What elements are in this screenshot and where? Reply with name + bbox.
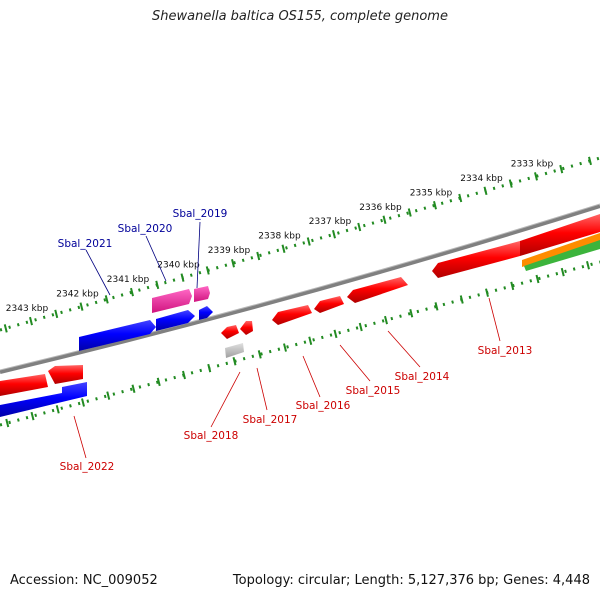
gene-arrow-sbal-2014[interactable] xyxy=(347,277,408,303)
inner-tick xyxy=(560,267,565,277)
reverse-strand-features xyxy=(0,214,600,396)
scale-tick-label: 2340 kbp xyxy=(157,261,200,271)
outer-minor-tick xyxy=(3,324,8,333)
scale-tick-label: 2343 kbp xyxy=(6,304,49,314)
inner-tick xyxy=(333,329,338,339)
orange-feature[interactable] xyxy=(522,233,600,267)
outer-major-tick xyxy=(433,201,437,210)
outer-major-tick xyxy=(29,316,33,326)
topology-text: Topology: circular; Length: 5,127,376 bp… xyxy=(232,573,590,588)
gene-labels: Sbal_2019 Sbal_2020 Sbal_2021 Sbal_2013 … xyxy=(58,208,533,473)
inner-tick xyxy=(55,405,60,414)
inner-tick xyxy=(510,281,515,291)
gene-arrow-sbal-2022-blue[interactable] xyxy=(0,382,87,417)
outer-major-tick xyxy=(79,302,84,311)
scale-tick-label: 2338 kbp xyxy=(258,232,301,242)
genome-backbone xyxy=(0,204,600,374)
gene-label-sbal-2013[interactable]: Sbal_2013 xyxy=(478,345,533,357)
gene-label-sbal-2017[interactable]: Sbal_2017 xyxy=(243,414,298,426)
gene-label-sbal-2015[interactable]: Sbal_2015 xyxy=(346,385,401,397)
gene-arrow-sbal-2020[interactable] xyxy=(152,289,192,313)
outer-minor-tick xyxy=(306,237,311,246)
outer-major-tick xyxy=(332,229,336,239)
gene-label-sbal-2014[interactable]: Sbal_2014 xyxy=(395,371,450,383)
outer-major-tick xyxy=(180,273,185,282)
outer-minor-tick xyxy=(559,164,564,174)
outer-major-tick xyxy=(231,258,235,268)
outer-major-tick xyxy=(534,172,538,181)
accession-text: Accession: NC_009052 xyxy=(10,573,158,588)
outer-minor-tick xyxy=(205,266,210,275)
scale-tick-label: 2336 kbp xyxy=(359,203,402,213)
outer-major-tick xyxy=(382,215,387,225)
inner-tick xyxy=(5,418,10,428)
inner-tick xyxy=(586,260,590,270)
scale-tick-label: 2333 kbp xyxy=(511,159,554,169)
scale-tick-label: 2334 kbp xyxy=(460,174,503,184)
inner-tick xyxy=(283,343,287,352)
gene-arrow-sbal-2016[interactable] xyxy=(272,305,312,325)
outer-minor-tick xyxy=(588,156,592,166)
outer-major-tick xyxy=(483,186,488,196)
outer-major-tick xyxy=(130,287,134,297)
gene-label-sbal-2020[interactable]: Sbal_2020 xyxy=(118,223,173,235)
inner-tick xyxy=(81,398,85,407)
outer-minor-tick xyxy=(407,208,412,217)
inner-tick xyxy=(384,315,388,325)
scale-tick-label: 2342 kbp xyxy=(56,290,99,300)
scale-tick-label: 2341 kbp xyxy=(107,275,150,285)
gene-arrow-sbal-2021[interactable] xyxy=(79,320,156,351)
gene-label-sbal-2016[interactable]: Sbal_2016 xyxy=(296,400,351,412)
gene-arrow-red-left-2[interactable] xyxy=(48,365,83,384)
inner-tick xyxy=(257,350,262,359)
inner-tick xyxy=(358,322,363,332)
gene-arrow-sbal-2017[interactable] xyxy=(240,321,253,335)
scale-tick-label: 2335 kbp xyxy=(410,188,453,198)
inner-tick xyxy=(156,377,161,387)
outer-minor-tick xyxy=(104,295,109,304)
inner-tick xyxy=(459,295,464,304)
forward-strand-features xyxy=(0,286,213,417)
gene-label-sbal-2018[interactable]: Sbal_2018 xyxy=(184,430,239,442)
outer-minor-tick xyxy=(357,222,362,232)
gene-arrow-red-2018a[interactable] xyxy=(221,325,239,339)
gene-arrow-sbal-2015[interactable] xyxy=(314,296,344,313)
inner-tick xyxy=(182,370,186,380)
inner-tick xyxy=(535,274,540,284)
gene-arrow-red-right[interactable] xyxy=(520,214,600,256)
inner-tick xyxy=(434,302,439,311)
gene-arrow-blue-3[interactable] xyxy=(199,306,213,320)
grey-feature-sbal-2018[interactable] xyxy=(225,343,244,358)
inner-tick xyxy=(308,336,313,345)
genome-title: Shewanella baltica OS155, complete genom… xyxy=(152,9,448,24)
gene-arrow-red-left-1[interactable] xyxy=(0,374,48,396)
outer-minor-tick xyxy=(458,193,463,203)
inner-tick xyxy=(207,363,212,373)
inner-tick xyxy=(30,411,35,421)
gene-arrow-sbal-2019[interactable] xyxy=(194,286,210,302)
scale-tick-label: 2337 kbp xyxy=(309,217,352,227)
outer-minor-tick xyxy=(508,179,513,188)
outer-minor-tick xyxy=(256,251,261,261)
outer-minor-tick xyxy=(155,280,160,290)
inner-tick xyxy=(409,309,414,318)
gene-arrow-blue-2[interactable] xyxy=(156,310,195,331)
gene-arrow-sbal-2013[interactable] xyxy=(432,241,520,278)
inner-scale-ring xyxy=(0,260,600,428)
scale-tick-label: 2339 kbp xyxy=(208,246,251,256)
outer-minor-tick xyxy=(54,309,59,319)
gene-label-sbal-2019[interactable]: Sbal_2019 xyxy=(173,208,228,220)
inner-tick xyxy=(232,357,237,366)
green-feature[interactable] xyxy=(524,240,600,271)
gene-callout-lines xyxy=(73,221,501,459)
gene-label-sbal-2022[interactable]: Sbal_2022 xyxy=(60,461,115,473)
inner-tick xyxy=(106,391,111,400)
inner-tick xyxy=(485,288,489,297)
inner-tick xyxy=(131,384,136,393)
outer-major-tick xyxy=(281,244,286,253)
gene-label-sbal-2021[interactable]: Sbal_2021 xyxy=(58,238,113,250)
outer-scale-ring: 2333 kbp 2334 kbp 2335 kbp 2336 kbp 2337 kbp… xyxy=(0,156,600,333)
